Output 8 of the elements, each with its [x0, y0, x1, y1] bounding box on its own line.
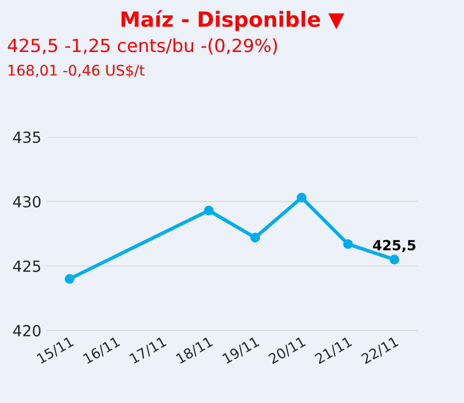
data-label: 425,5	[373, 240, 416, 252]
y-tick-label: 435	[13, 131, 40, 144]
y-tick-label: 430	[13, 196, 41, 208]
chart-title: Maíz - Disponible ▼	[122, 10, 344, 32]
y-tick-label: 425	[13, 260, 40, 272]
chart-subtitle: 425,5 -1,25 cents/bu -(0,29%)	[8, 38, 277, 54]
y-tick-label: 420	[13, 324, 41, 336]
text: 168,01 -0,46 US$/t	[8, 64, 144, 78]
